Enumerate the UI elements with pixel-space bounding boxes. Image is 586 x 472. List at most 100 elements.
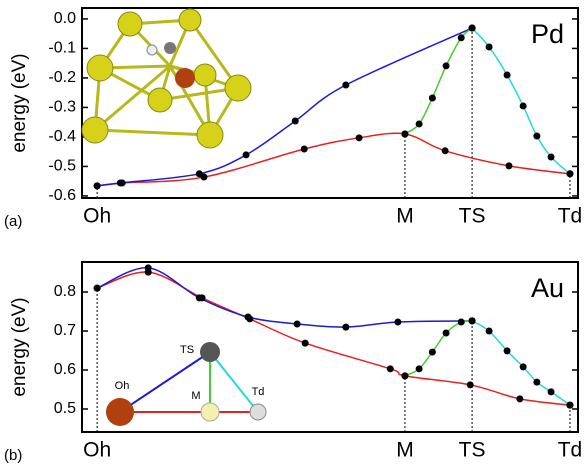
atom <box>164 42 176 54</box>
node <box>106 398 134 426</box>
point <box>94 182 101 189</box>
atom <box>225 75 251 101</box>
x-tick-label: M <box>396 205 414 228</box>
point <box>416 120 423 127</box>
curve <box>472 28 570 174</box>
point <box>467 381 474 388</box>
y-tick-label: -0.6 <box>48 187 76 204</box>
node <box>250 404 266 420</box>
annotation: Pd <box>531 19 564 49</box>
point <box>458 319 465 326</box>
point <box>145 264 152 271</box>
point <box>469 25 476 32</box>
panel: 0.8 0.7 0.6 0.5 Oh M TS Td Au (b) energy (eV) <box>4 262 582 464</box>
y-axis-label: energy (eV) <box>9 297 30 396</box>
path-diagram: TS Oh M Td <box>106 342 266 426</box>
point <box>429 94 436 101</box>
point <box>302 340 309 347</box>
curve <box>405 28 472 134</box>
atom <box>87 55 113 81</box>
atom <box>118 12 142 36</box>
point <box>292 117 299 124</box>
x-tick-label: Td <box>558 439 583 462</box>
point <box>566 170 573 177</box>
y-tick-label: -0.3 <box>48 99 76 116</box>
point <box>469 317 476 324</box>
atom <box>175 68 195 88</box>
y-tick-label: 0.5 <box>54 400 76 417</box>
point <box>533 379 540 386</box>
y-tick-label: 0.6 <box>54 361 76 378</box>
atom <box>179 9 201 31</box>
y-tick-label: -0.2 <box>48 69 76 86</box>
y-tick-label: 0.7 <box>54 322 76 339</box>
point <box>486 328 493 335</box>
atom <box>194 64 216 86</box>
point <box>520 363 527 370</box>
point <box>342 324 349 331</box>
figure: 0.0 -0.1 -0.2 -0.3 -0.4 -0.5 -0.6 Oh M TS Td Pd (a) e… <box>0 0 586 467</box>
point <box>416 365 423 372</box>
point <box>94 285 101 292</box>
curve <box>97 272 570 405</box>
node-label: Oh <box>115 380 130 392</box>
point <box>504 71 511 78</box>
panel-label: (a) <box>4 213 22 230</box>
point <box>356 134 363 141</box>
y-tick-label: -0.4 <box>48 128 76 145</box>
y-tick-label: 0.8 <box>54 283 76 300</box>
point <box>504 347 511 354</box>
point <box>566 402 573 409</box>
x-tick-label: Oh <box>83 205 111 228</box>
y-tick-label: 0.0 <box>54 10 76 27</box>
x-tick-label: Td <box>558 205 583 228</box>
point <box>443 62 450 69</box>
node-label: M <box>191 390 200 402</box>
point <box>342 82 349 89</box>
point <box>429 349 436 356</box>
y-tick-label: -0.1 <box>48 40 76 57</box>
bond <box>95 130 210 135</box>
node-label: Td <box>252 386 265 398</box>
x-tick-label: M <box>396 439 414 462</box>
x-tick-label: Oh <box>83 439 111 462</box>
node <box>201 403 219 421</box>
y-axis-label: energy (eV) <box>9 53 30 152</box>
cluster-inset <box>82 9 251 148</box>
point <box>196 170 203 177</box>
atom <box>148 88 172 112</box>
y-tick-label: -0.5 <box>48 158 76 175</box>
atom <box>197 122 223 148</box>
point <box>505 162 512 169</box>
point <box>196 294 203 301</box>
node-label: TS <box>180 344 194 356</box>
annotation: Au <box>531 273 564 303</box>
atom <box>147 45 157 55</box>
point <box>458 34 465 41</box>
point <box>243 151 250 158</box>
atom <box>82 117 108 143</box>
point <box>533 133 540 140</box>
x-tick-label: TS <box>459 439 486 462</box>
panel-label: (b) <box>4 447 22 464</box>
point <box>516 395 523 402</box>
curve <box>97 268 472 327</box>
point <box>401 372 408 379</box>
x-tick-label: TS <box>459 205 486 228</box>
point <box>401 130 408 137</box>
point <box>486 43 493 50</box>
point <box>394 319 401 326</box>
edge <box>120 352 210 412</box>
point <box>301 146 308 153</box>
point <box>443 329 450 336</box>
point <box>244 313 251 320</box>
node <box>200 342 220 362</box>
point <box>548 153 555 160</box>
point <box>387 365 394 372</box>
point <box>548 388 555 395</box>
point <box>520 102 527 109</box>
point <box>294 320 301 327</box>
point <box>117 179 124 186</box>
curve <box>405 321 472 376</box>
point <box>442 147 449 154</box>
